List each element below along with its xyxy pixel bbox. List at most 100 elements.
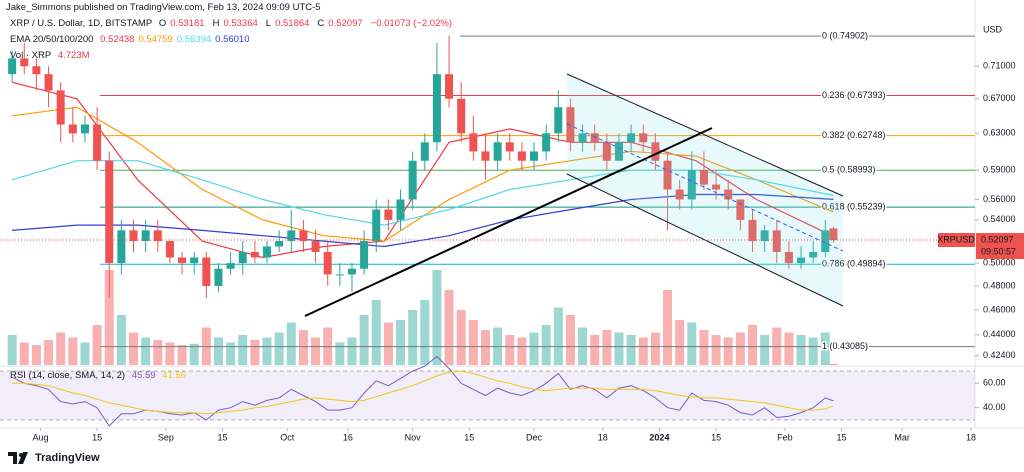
- volume-bar: [711, 335, 721, 365]
- candle-body: [493, 142, 502, 161]
- candle-body: [432, 74, 441, 143]
- volume-bar: [614, 332, 624, 365]
- candle-body: [712, 184, 721, 190]
- volume-bar: [828, 363, 838, 365]
- volume-bar: [687, 322, 697, 365]
- candle-body: [797, 257, 806, 264]
- volume-bar: [747, 325, 757, 365]
- ohlc-key: L: [265, 18, 272, 29]
- y-tick-label: 0.59000: [983, 165, 1016, 175]
- candle-body: [481, 151, 490, 161]
- ema-line: [12, 193, 834, 248]
- symbol-legend: XRP / U.S. Dollar, 1D, BITSTAMP O 0.53181…: [10, 18, 456, 29]
- candle-body: [372, 209, 381, 242]
- x-tick-label: Aug: [32, 432, 48, 442]
- candle-body: [323, 251, 332, 275]
- candle-body: [829, 228, 838, 241]
- volume-bar: [371, 300, 381, 365]
- fib-label: 0.236 (0.67393): [822, 90, 886, 100]
- y-tick-label: 0.67000: [983, 93, 1016, 103]
- volume-bar: [44, 340, 54, 365]
- x-tick-label: 2024: [649, 432, 669, 442]
- symbol-tag-bg: [938, 233, 975, 248]
- rsi-sma-line: [12, 370, 834, 415]
- volume-bar: [784, 332, 794, 365]
- volume-bar: [650, 332, 660, 365]
- volume-bar: [517, 337, 527, 365]
- candle-body: [627, 133, 636, 143]
- y-tick-label: 0.42400: [983, 350, 1016, 360]
- volume-bar: [796, 335, 806, 365]
- volume-bar: [19, 342, 29, 365]
- volume-bar: [189, 343, 199, 365]
- candle-body: [360, 241, 369, 269]
- candle-body: [651, 142, 660, 161]
- volume-bar: [359, 315, 369, 365]
- candle-body: [226, 263, 235, 269]
- candle-body: [748, 219, 757, 242]
- x-tick-label: 15: [92, 432, 102, 442]
- volume-legend: Vol · XRP 4.723M: [10, 50, 94, 61]
- volume-bar: [238, 335, 248, 365]
- trend-line: [304, 127, 713, 317]
- candle-body: [190, 257, 199, 264]
- channel-fill: [567, 74, 843, 306]
- candle-body: [457, 98, 466, 134]
- fib-label: 0.618 (0.55239): [822, 202, 886, 212]
- x-tick-label: 18: [598, 432, 608, 442]
- x-tick-label: 15: [218, 432, 228, 442]
- countdown: 09:50:57: [981, 246, 1016, 256]
- channel-upper: [566, 73, 844, 197]
- volume-bar: [311, 337, 321, 365]
- y-tick-label: 0.50000: [983, 257, 1016, 267]
- candle-body: [93, 124, 102, 161]
- fib-label: 1 (0.43085): [822, 341, 868, 351]
- y-tick-label: 0.63000: [983, 128, 1016, 138]
- logo: [8, 452, 28, 464]
- volume-label: Vol · XRP: [10, 50, 52, 61]
- volume-bar: [735, 332, 745, 365]
- candle-body: [821, 230, 830, 252]
- volume-bar: [274, 332, 284, 365]
- candle-body: [117, 230, 126, 264]
- x-tick-label: Mar: [894, 432, 910, 442]
- volume-bar: [7, 335, 17, 365]
- change: −0.01073 (−2.02%): [370, 18, 452, 29]
- ema-value: 0.56394: [176, 34, 212, 45]
- volume-bar: [153, 340, 163, 365]
- candle-body: [542, 133, 551, 152]
- volume-bar: [663, 290, 673, 365]
- volume-bar: [760, 335, 770, 365]
- volume-bar: [396, 320, 406, 365]
- volume-bar: [565, 315, 575, 365]
- candle-body: [396, 199, 405, 220]
- ohlc-key: C: [317, 18, 325, 29]
- ohlc-value: 0.51864: [275, 18, 310, 29]
- ohlc-item: L 0.51864: [266, 18, 314, 29]
- volume-bar: [723, 337, 733, 365]
- candle-body: [287, 230, 296, 242]
- ohlc-value: 0.53364: [223, 18, 258, 29]
- fib-label: 0.786 (0.49894): [822, 259, 886, 269]
- x-tick-label: 18: [966, 432, 976, 442]
- y-tick-label: 0.71000: [983, 61, 1016, 71]
- volume-bar: [104, 270, 114, 365]
- volume-bar: [602, 330, 612, 365]
- candle-body: [105, 160, 114, 264]
- candle-body: [80, 124, 89, 134]
- candle-body: [141, 230, 150, 242]
- candle-body: [165, 241, 174, 258]
- rsi-sma-value: 41.56: [162, 370, 186, 381]
- volume-bar: [226, 342, 236, 365]
- volume-bar: [80, 342, 90, 365]
- volume-bar: [141, 337, 151, 365]
- candle-body: [347, 268, 356, 275]
- ema-value: 0.56010: [215, 34, 250, 45]
- candle-body: [784, 251, 793, 264]
- ema-line: [11, 160, 834, 226]
- fib-label: 0.382 (0.62748): [822, 130, 886, 140]
- ema-value: 0.52438: [100, 34, 135, 45]
- volume-bar: [699, 330, 709, 365]
- candle-body: [578, 133, 587, 143]
